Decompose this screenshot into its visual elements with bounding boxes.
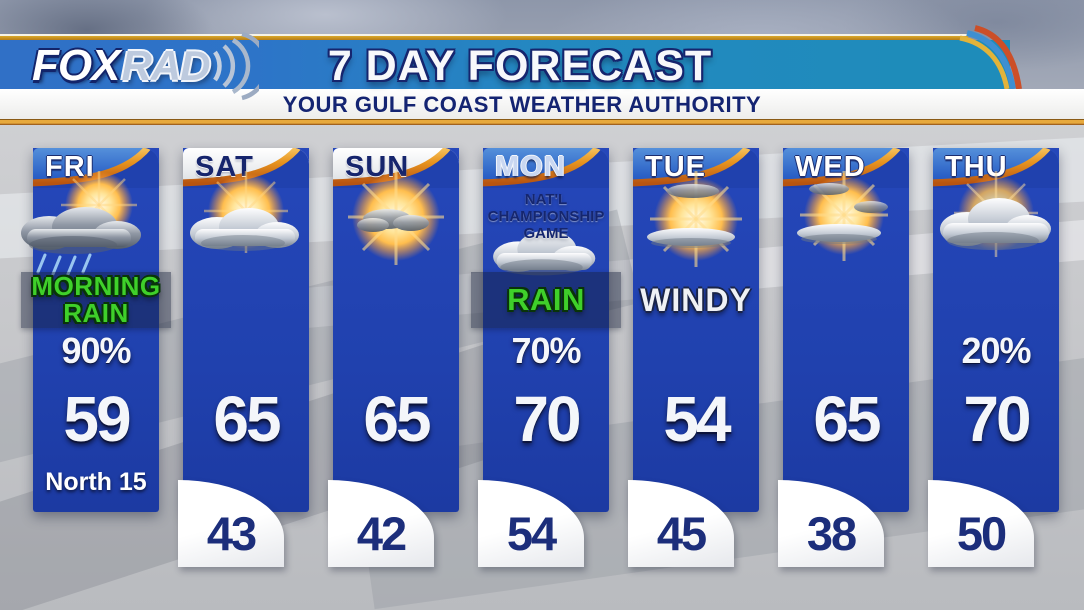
weather-icon-area bbox=[321, 170, 471, 280]
weather-icon-area bbox=[171, 170, 321, 280]
condition-label: MORNING RAIN bbox=[21, 272, 171, 328]
gold-bottom-line bbox=[0, 119, 1084, 125]
header-swoosh bbox=[783, 148, 909, 188]
forecast-day-column-sat: SAT 65 bbox=[178, 148, 309, 572]
forecast-day-column-tue: TUE WINDY 54 45 bbox=[628, 148, 759, 572]
weather-icon-area bbox=[621, 170, 771, 280]
low-temp: 38 bbox=[806, 507, 857, 560]
header-banner: 7 DAY FORECAST YOUR GULF COAST WEATHER A… bbox=[0, 0, 1084, 130]
condition-label: RAIN bbox=[471, 272, 621, 328]
forecast-day-column-sun: SUN 65 42 bbox=[328, 148, 459, 572]
low-temp: 50 bbox=[956, 507, 1007, 560]
high-temp: 65 bbox=[213, 383, 281, 455]
special-note: NAT'L CHAMPIONSHIP GAME bbox=[487, 191, 605, 242]
low-temp-box: 42 bbox=[328, 480, 434, 567]
wind-info: North 15 bbox=[45, 468, 147, 496]
page-subtitle: YOUR GULF COAST WEATHER AUTHORITY bbox=[282, 92, 762, 117]
weather-icon-area bbox=[921, 170, 1071, 280]
day-header: FRI bbox=[33, 148, 159, 188]
title-band bbox=[0, 40, 1010, 89]
day-header: SAT bbox=[183, 148, 309, 188]
gold-top-line bbox=[0, 34, 968, 40]
day-panel bbox=[483, 148, 609, 512]
precip-chance: 90% bbox=[61, 330, 131, 371]
day-name: MON bbox=[495, 151, 566, 183]
sun-with-thin-clouds-icon bbox=[797, 171, 888, 261]
subtitle-band bbox=[0, 89, 1084, 119]
sun-behind-rain-cloud-icon bbox=[21, 171, 141, 276]
sun-with-thin-clouds-icon bbox=[647, 171, 742, 267]
precip-chance: 20% bbox=[961, 330, 1031, 371]
forecast-day-column-mon: MON NAT'L CHAMPIONSHIP GAME RAIN 70% 70 … bbox=[471, 148, 621, 572]
weather-icon-area bbox=[771, 170, 921, 280]
mostly-cloudy-icon bbox=[940, 171, 1051, 257]
high-temp: 65 bbox=[363, 383, 431, 455]
radar-waves-icon bbox=[213, 31, 260, 101]
rain-cloud-icon bbox=[493, 230, 596, 276]
foxrad-logo: FOX RAD bbox=[32, 31, 260, 101]
low-temp: 45 bbox=[656, 507, 707, 560]
header-swoosh bbox=[483, 148, 609, 188]
low-temp: 54 bbox=[506, 507, 557, 560]
condition-label: WINDY bbox=[640, 281, 752, 318]
forecast-day-column-thu: THU 20% bbox=[928, 148, 1059, 572]
day-header: MON bbox=[483, 148, 609, 188]
high-temp: 65 bbox=[813, 383, 881, 455]
low-temp: 42 bbox=[356, 507, 407, 560]
low-temp-box: 45 bbox=[628, 480, 734, 567]
forecast-columns: FRI bbox=[21, 148, 1059, 572]
header-swoosh bbox=[933, 148, 1059, 188]
low-temp: 43 bbox=[206, 507, 257, 560]
weather-icon-area bbox=[471, 198, 621, 308]
precip-chance: 70% bbox=[511, 330, 581, 371]
band-end-stripes bbox=[880, 25, 1022, 90]
logo-fox-text: FOX bbox=[32, 41, 120, 90]
weather-icon-area bbox=[11, 170, 161, 280]
partly-cloudy-icon bbox=[190, 171, 299, 253]
logo-rad-text: RAD bbox=[121, 42, 210, 89]
high-temp: 54 bbox=[663, 383, 731, 455]
forecast-day-column-fri: FRI bbox=[21, 148, 171, 572]
high-temp: 70 bbox=[963, 383, 1031, 455]
mostly-sunny-small-cloud-icon bbox=[348, 171, 444, 265]
high-temp: 70 bbox=[513, 383, 581, 455]
high-temp: 59 bbox=[63, 383, 131, 455]
header-swoosh bbox=[633, 148, 759, 188]
forecast-day-column-wed: WED 65 38 bbox=[778, 148, 909, 572]
page-title: 7 DAY FORECAST bbox=[327, 42, 713, 90]
